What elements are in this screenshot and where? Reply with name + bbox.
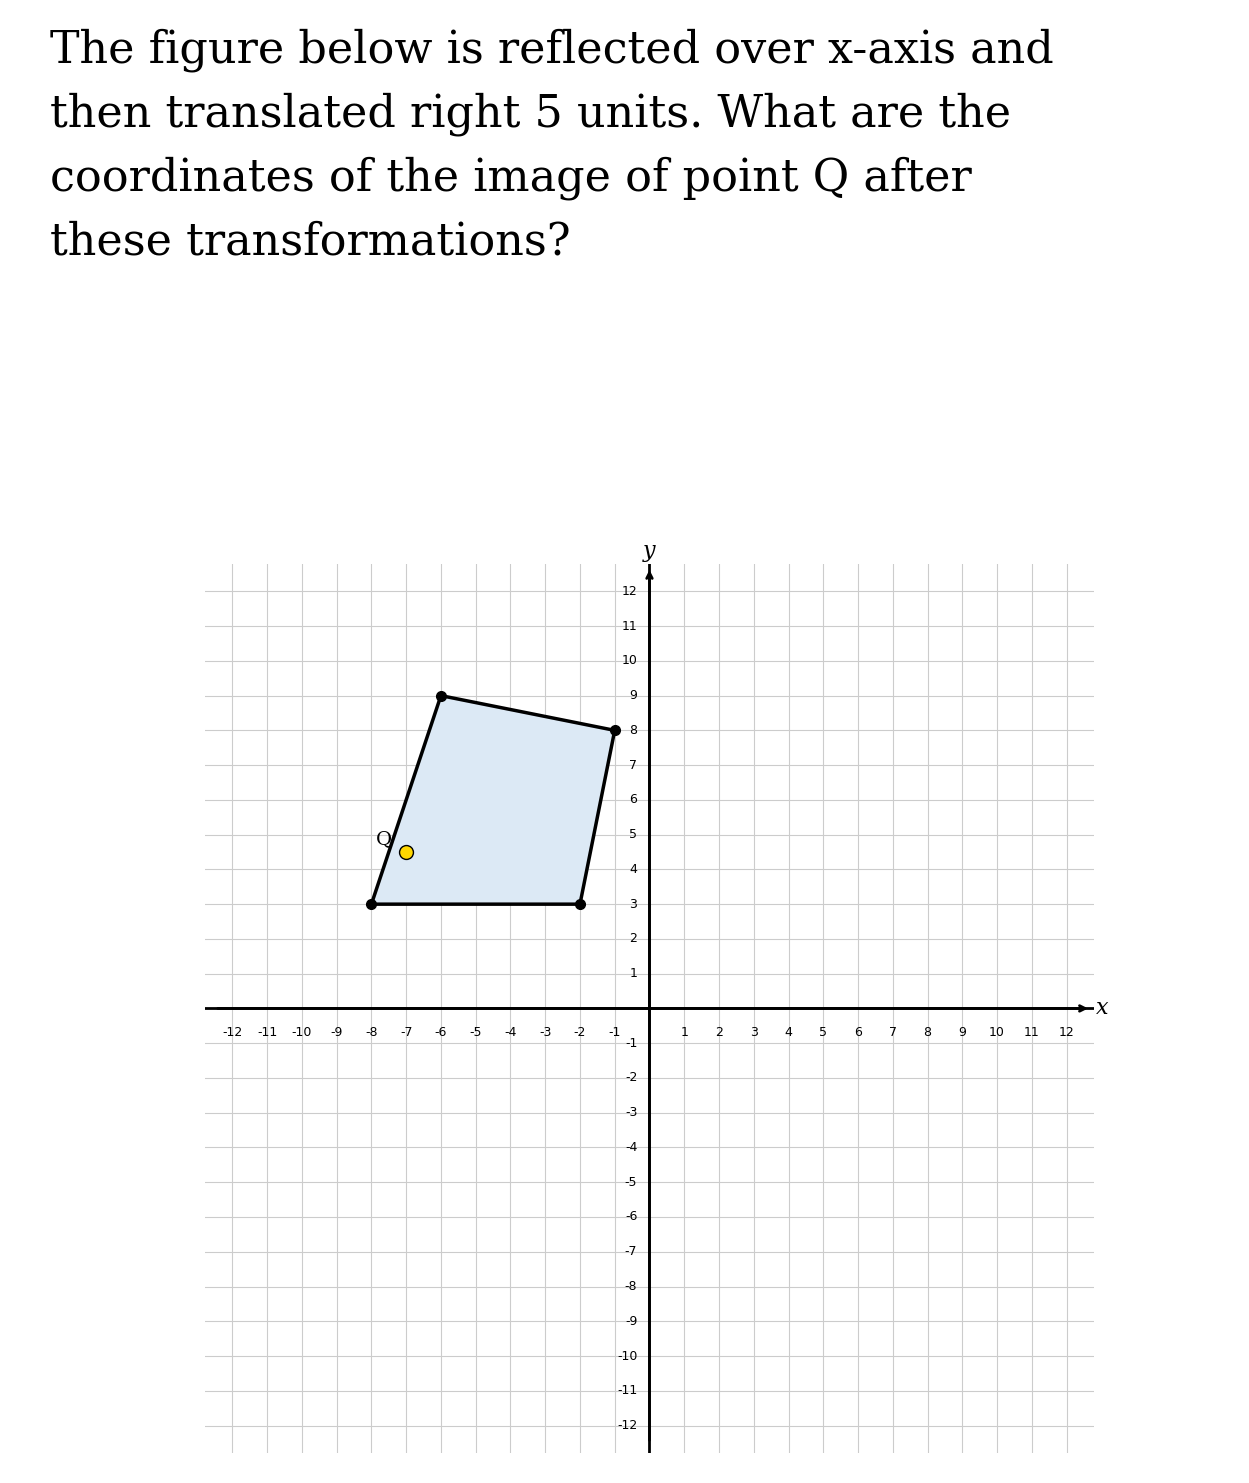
Text: -6: -6 <box>624 1210 637 1223</box>
Text: -2: -2 <box>573 1026 586 1038</box>
Text: 6: 6 <box>854 1026 862 1038</box>
Text: -6: -6 <box>435 1026 447 1038</box>
Text: 5: 5 <box>629 828 637 841</box>
Text: -8: -8 <box>365 1026 377 1038</box>
Text: 10: 10 <box>622 654 637 667</box>
Text: -9: -9 <box>331 1026 342 1038</box>
Text: 11: 11 <box>1024 1026 1039 1038</box>
Text: -4: -4 <box>624 1140 637 1154</box>
Text: -11: -11 <box>617 1384 637 1397</box>
Text: -8: -8 <box>624 1280 637 1293</box>
Text: -3: -3 <box>540 1026 551 1038</box>
Text: -12: -12 <box>617 1419 637 1433</box>
Text: 12: 12 <box>1059 1026 1074 1038</box>
Text: 4: 4 <box>629 863 637 876</box>
Text: x: x <box>1097 998 1109 1019</box>
Text: -4: -4 <box>505 1026 517 1038</box>
Text: 7: 7 <box>629 759 637 771</box>
Text: -11: -11 <box>257 1026 277 1038</box>
Text: y: y <box>643 540 656 562</box>
Text: 4: 4 <box>784 1026 792 1038</box>
Text: 1: 1 <box>629 967 637 980</box>
Text: 10: 10 <box>989 1026 1005 1038</box>
Text: The figure below is reflected over x-axis and
then translated right 5 units. Wha: The figure below is reflected over x-axi… <box>50 28 1054 264</box>
Text: 12: 12 <box>622 584 637 598</box>
Text: -9: -9 <box>624 1315 637 1327</box>
Text: 2: 2 <box>629 933 637 946</box>
Text: 7: 7 <box>889 1026 897 1038</box>
Text: -2: -2 <box>624 1071 637 1084</box>
Polygon shape <box>371 696 615 905</box>
Text: 5: 5 <box>819 1026 827 1038</box>
Text: 8: 8 <box>629 724 637 737</box>
Text: -7: -7 <box>400 1026 412 1038</box>
Text: -10: -10 <box>617 1350 637 1363</box>
Text: -12: -12 <box>222 1026 242 1038</box>
Text: -5: -5 <box>624 1176 637 1189</box>
Text: Q: Q <box>376 830 392 848</box>
Text: -5: -5 <box>470 1026 482 1038</box>
Text: -10: -10 <box>292 1026 312 1038</box>
Text: 2: 2 <box>716 1026 723 1038</box>
Text: -3: -3 <box>624 1106 637 1120</box>
Text: 3: 3 <box>629 897 637 911</box>
Text: -1: -1 <box>624 1037 637 1050</box>
Text: 1: 1 <box>681 1026 688 1038</box>
Text: 6: 6 <box>629 793 637 807</box>
Text: 9: 9 <box>629 690 637 701</box>
Text: 8: 8 <box>923 1026 932 1038</box>
Text: 9: 9 <box>958 1026 967 1038</box>
Text: -1: -1 <box>608 1026 621 1038</box>
Text: 3: 3 <box>749 1026 758 1038</box>
Text: 11: 11 <box>622 620 637 633</box>
Text: -7: -7 <box>624 1246 637 1258</box>
